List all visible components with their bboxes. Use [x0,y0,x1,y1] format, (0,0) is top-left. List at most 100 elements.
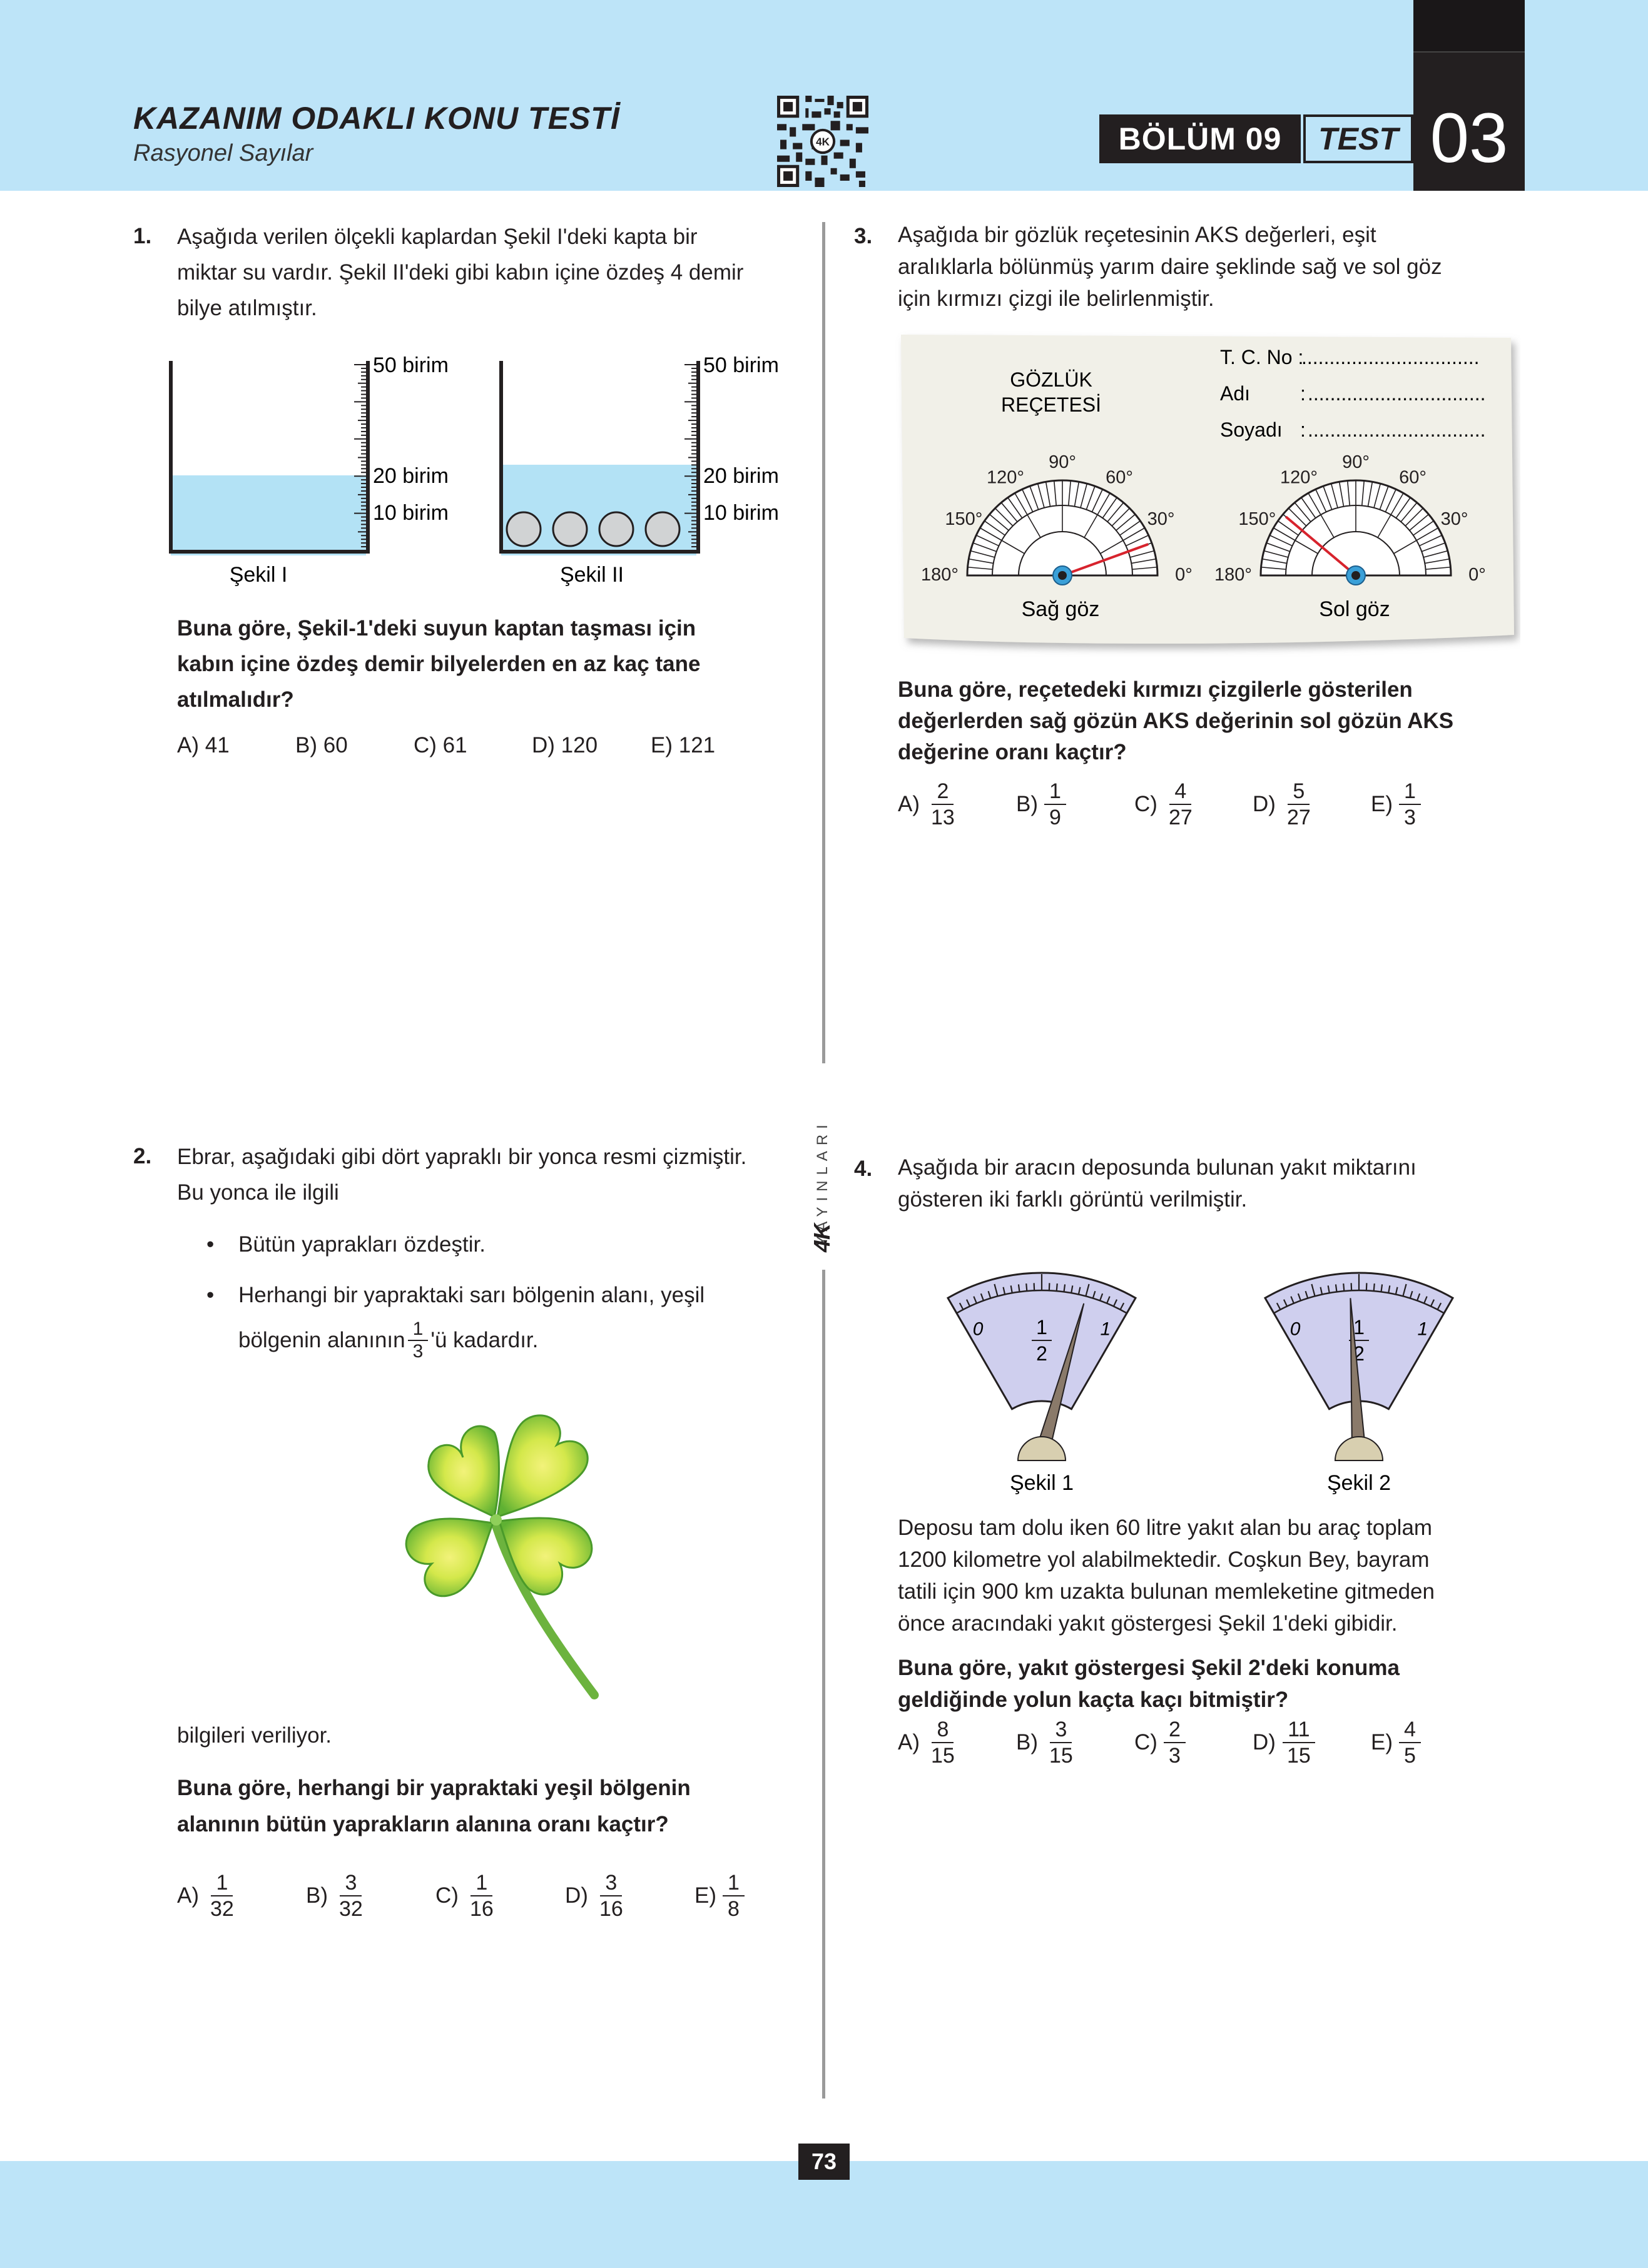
q3-question-line: değerine oranı kaçtır? [898,740,1127,764]
gauge-tick [1290,1296,1294,1304]
q3-option-b[interactable]: B) 1 9 [1016,779,1069,830]
gauge-tick [1443,1299,1453,1314]
q1-option-e[interactable]: E) 121 [651,733,716,757]
q2-line: Bu yonca ile ilgili [177,1180,339,1205]
gauge-tick [1402,1283,1407,1297]
angle-label: 0° [1468,565,1486,585]
gauge-tick [1106,1296,1111,1304]
q1-option-a[interactable]: A) 41 [177,733,230,757]
q4-question-line: Buna göre, yakıt göstergesi Şekil 2'deki… [898,1656,1400,1680]
q1-line: miktar su vardır. Şekil II'deki gibi kab… [177,260,744,285]
option-fraction: 1 32 [205,1870,239,1921]
gauge-tick [959,1302,964,1310]
gauge-tick [1311,1283,1316,1297]
gauge-tick [1048,1283,1050,1291]
soyadi-colon: : [1300,418,1306,441]
column-divider-bottom [822,1270,825,2098]
gauge-hub [1334,1436,1384,1461]
q1-question-line: Buna göre, Şekil-1'deki suyun kaptan taş… [177,616,696,640]
angle-label: 60° [1399,467,1427,487]
option-den: 32 [339,1897,363,1921]
q2-option-b[interactable]: B) 3 32 [306,1870,370,1921]
protractor-tick [975,535,999,547]
clover-leaf [427,1425,500,1519]
protractor-tick [1084,492,1111,538]
option-num: 1 [723,1870,745,1896]
q3-option-d[interactable]: D) 5 27 [1253,779,1318,830]
left-eye-caption: Sol göz [1319,597,1390,621]
scale-label-50: 50 birim [373,353,449,377]
option-label: E) [694,1883,716,1908]
gauge-tick [1002,1287,1006,1295]
gauge-tick [1388,1285,1391,1293]
water-1 [171,475,366,555]
gauge-tick [1126,1299,1136,1314]
gauge-tick [1350,1283,1353,1291]
angle-label: 120° [987,467,1024,487]
scale-label-10: 10 birim [373,501,449,525]
fuel-gauge-1: 0 1 1 2 [946,1272,1137,1461]
q4-paragraph-line: Deposu tam dolu iken 60 litre yakıt alan… [898,1516,1433,1540]
q3-stem: Aşağıda bir gözlük reçetesinin AKS değer… [898,219,1530,315]
q4-option-d[interactable]: D) 11 15 [1253,1717,1318,1768]
protractor-tick [1116,514,1136,531]
q3-question-line: değerlerden sağ gözün AKS değerinin sol … [898,709,1454,733]
protractor-tick [1367,482,1373,507]
gauge-label-zero: 0 [1290,1319,1301,1339]
q2-option-a[interactable]: A) 1 32 [177,1870,242,1921]
q2-option-d[interactable]: D) 3 16 [565,1870,631,1921]
protractor-tick [1301,497,1316,519]
q3-line: için kırmızı çizgi ile belirlenmiştir. [898,286,1214,311]
protractor-tick [1294,502,1311,522]
clover-leaf [496,1414,589,1519]
option-fraction: 4 27 [1164,779,1198,830]
option-den: 3 [1168,1744,1181,1768]
q4-question-line: geldiğinde yolun kaçta kaçı bitmiştir? [898,1688,1289,1712]
q3-option-a[interactable]: A) 2 13 [898,779,962,830]
q1-option-d[interactable]: D) 120 [532,733,598,757]
q4-option-b[interactable]: B) 3 15 [1016,1717,1081,1768]
q1-line: Aşağıda verilen ölçekli kaplardan Şekil … [177,225,698,249]
q4-option-a[interactable]: A) 8 15 [898,1717,962,1768]
q4-number: 4. [854,1157,873,1181]
ball [552,511,588,547]
angle-label: 30° [1441,509,1468,529]
q1-option-c[interactable]: C) 61 [414,733,467,757]
option-label: C) [1134,1730,1157,1754]
protractor-tick [1361,480,1365,506]
clover-image [405,1414,599,1699]
option-den: 16 [469,1897,494,1921]
protractor-tick [979,527,1025,554]
qr-code-icon[interactable]: 4K [777,96,868,187]
protractor-tick [1261,566,1286,570]
gauge-tick [1063,1284,1066,1292]
q4-option-c[interactable]: C) 2 3 [1134,1717,1188,1768]
q3-option-c[interactable]: C) 4 27 [1134,779,1200,830]
q3-option-e[interactable]: E) 1 3 [1371,779,1423,830]
scale-label-20: 20 birim [703,464,779,488]
protractor-tick [1029,485,1039,510]
protractor-tick [1425,566,1451,570]
protractor-tick [1413,520,1434,536]
gauge-tick [1010,1285,1013,1293]
q1-option-b[interactable]: B) 60 [295,733,348,757]
angle-label: 150° [945,509,982,529]
adi-colon: : [1300,382,1306,405]
gauge-tick [1283,1299,1288,1307]
q2-bullet-2-post: 'ü kadardır. [430,1328,539,1352]
gauge-arc [1273,1289,1445,1314]
q2-option-c[interactable]: C) 1 16 [435,1870,501,1921]
gauge-tick [1327,1285,1330,1293]
protractor-tick [1119,520,1141,536]
q2-option-e[interactable]: E) 1 8 [694,1870,747,1921]
svg-text:4K: 4K [816,136,830,148]
scale-ticks-2 [684,364,699,551]
option-label: C) [435,1883,459,1908]
clover-center [491,1514,502,1526]
q4-option-e[interactable]: E) 4 5 [1371,1717,1423,1768]
q4-paragraph-line: önce aracındaki yakıt göstergesi Şekil 1… [898,1611,1398,1636]
